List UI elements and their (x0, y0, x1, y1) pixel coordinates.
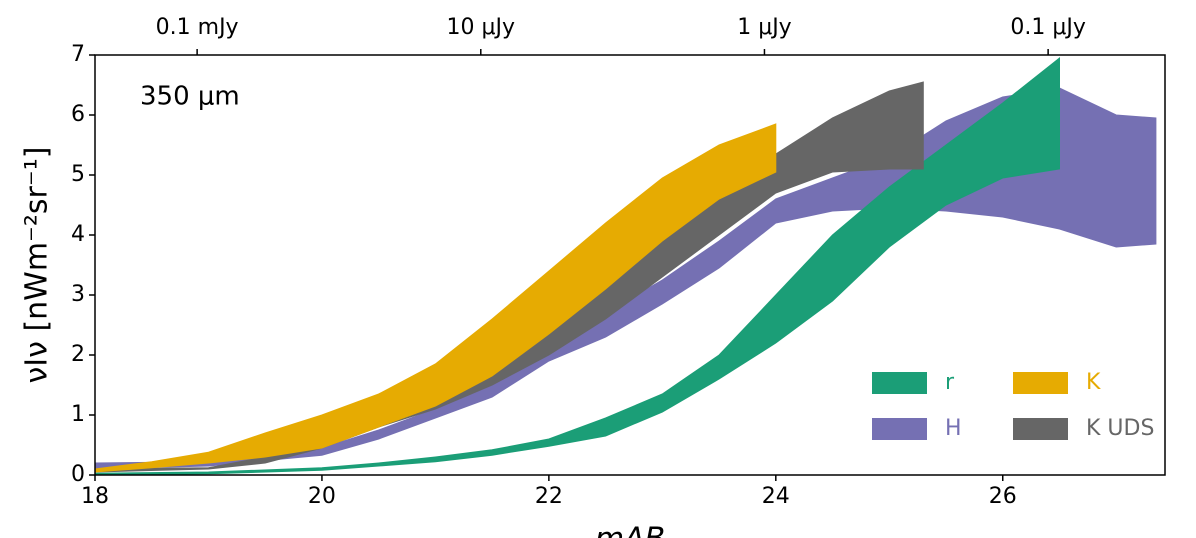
legend-label: r (945, 370, 955, 395)
y-tick-label: 4 (71, 222, 85, 247)
top-x-tick-label: 10 μJy (447, 15, 516, 40)
y-tick-label: 3 (71, 282, 85, 307)
plot-frame (94, 54, 1166, 476)
band (94, 56, 1060, 476)
y-axis-label: νIν [nWm⁻²sr⁻¹] (20, 147, 55, 384)
x-tick-label: 22 (535, 484, 563, 509)
y-tick-label: 2 (71, 342, 85, 367)
legend-label: K UDS (1086, 416, 1154, 441)
y-tick-label: 6 (71, 102, 85, 127)
legend-label: H (945, 416, 962, 441)
x-tick-label: 26 (989, 484, 1017, 509)
legend-label: K (1086, 370, 1101, 395)
y-tick-label: 0 (71, 462, 85, 487)
annotation: 350 μm (140, 82, 240, 112)
top-x-tick-label: 0.1 mJy (156, 15, 239, 40)
legend-swatch (872, 372, 927, 394)
band (94, 123, 777, 473)
y-tick-label: 1 (71, 402, 85, 427)
x-tick-label: 18 (81, 484, 109, 509)
x-tick-label: 24 (762, 484, 790, 509)
legend-swatch (872, 418, 927, 440)
legend-swatch (1013, 418, 1068, 440)
x-axis-label: mAB (595, 522, 665, 538)
legend-swatch (1013, 372, 1068, 394)
top-x-tick-label: 0.1 μJy (1010, 15, 1086, 40)
top-x-tick-label: 1 μJy (737, 15, 792, 40)
x-tick-label: 20 (308, 484, 336, 509)
y-tick-label: 7 (71, 42, 85, 67)
y-tick-label: 5 (71, 162, 85, 187)
